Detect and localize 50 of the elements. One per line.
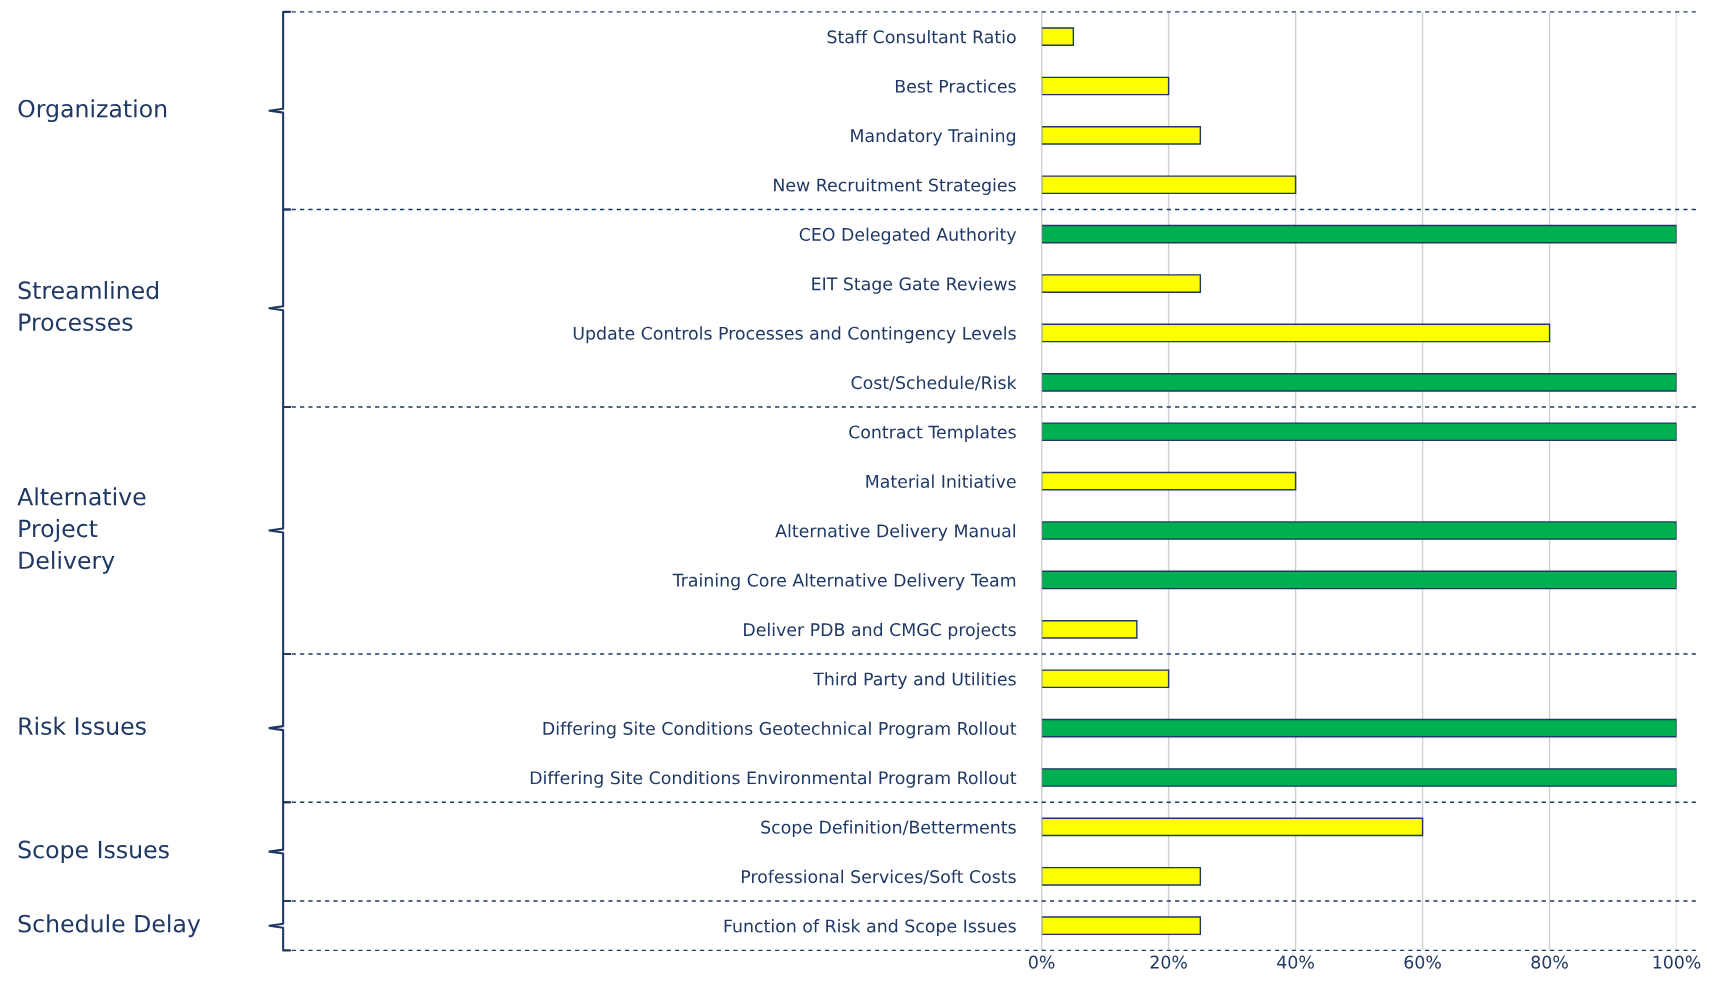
bar bbox=[1041, 471, 1297, 491]
y-tick-label: Deliver PDB and CMGC projects bbox=[744, 622, 1016, 640]
x-tick-label: 80% bbox=[1531, 955, 1568, 969]
bar bbox=[1041, 422, 1677, 442]
y-tick-label: CEO Delegated Authority bbox=[799, 227, 1017, 245]
x-tick-label: 40% bbox=[1277, 955, 1314, 969]
y-tick-label: Material Initiative bbox=[866, 474, 1016, 488]
y-tick-label: Training Core Alternative Delivery Team bbox=[672, 573, 1016, 591]
y-tick-label: Differing Site Conditions Environmental Program Rollout bbox=[530, 770, 1017, 788]
bar bbox=[1041, 323, 1551, 343]
y-tick-label: Alternative Delivery Manual bbox=[775, 523, 1015, 541]
y-tick-label: New Recruitment Strategies bbox=[774, 178, 1016, 195]
text: Schedule Delay bbox=[18, 914, 201, 938]
text: Streamlined Processes bbox=[18, 280, 159, 332]
bar bbox=[1041, 224, 1677, 244]
bar bbox=[1041, 866, 1202, 886]
y-tick-label: Best Practices bbox=[895, 79, 1016, 93]
y-tick-label: Contract Templates bbox=[849, 425, 1016, 442]
bar bbox=[1041, 718, 1677, 738]
bar bbox=[1041, 916, 1202, 936]
bar bbox=[1041, 669, 1170, 689]
y-tick-label: Function of Risk and Scope Issues bbox=[724, 919, 1016, 936]
x-tick-label: 60% bbox=[1404, 955, 1441, 969]
text: Organization bbox=[18, 99, 167, 123]
y-tick-label: Mandatory Training bbox=[851, 128, 1016, 146]
bar bbox=[1041, 817, 1424, 837]
bar bbox=[1041, 27, 1075, 46]
y-tick-label: Third Party and Utilities bbox=[813, 672, 1016, 689]
y-tick-label: Cost/Schedule/Risk bbox=[851, 375, 1017, 391]
x-tick-label: 100% bbox=[1653, 955, 1701, 969]
bar bbox=[1041, 768, 1677, 787]
y-tick-label: Differing Site Conditions Geotechnical Program Rollout bbox=[543, 721, 1017, 739]
bar bbox=[1041, 619, 1138, 639]
y-tick-label: Staff Consultant Ratio bbox=[827, 29, 1016, 44]
x-tick-label: 20% bbox=[1150, 955, 1187, 969]
y-tick-label: Scope Definition/Betterments bbox=[761, 820, 1016, 838]
x-tick-label: 0% bbox=[1028, 955, 1055, 969]
bar bbox=[1041, 521, 1677, 540]
bar bbox=[1041, 570, 1677, 590]
bar bbox=[1041, 126, 1202, 145]
text: Scope Issues bbox=[18, 840, 169, 864]
bar bbox=[1041, 76, 1170, 96]
y-tick-label: Update Controls Processes and Contingency Levels bbox=[573, 326, 1016, 344]
y-tick-label: EIT Stage Gate Reviews bbox=[812, 276, 1016, 294]
bar bbox=[1041, 373, 1677, 392]
y-tick-label: Professional Services/Soft Costs bbox=[741, 869, 1016, 885]
text: Risk Issues bbox=[19, 716, 146, 735]
bar bbox=[1041, 175, 1297, 195]
bar bbox=[1041, 274, 1202, 293]
text: Alternative Project Delivery bbox=[17, 487, 146, 574]
